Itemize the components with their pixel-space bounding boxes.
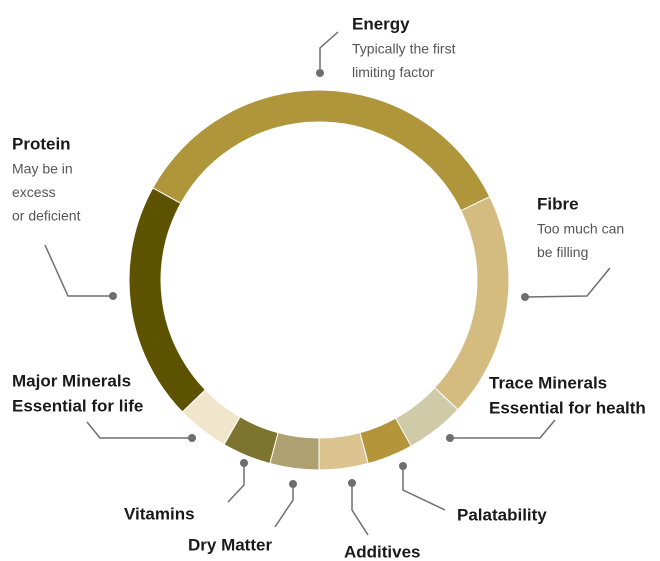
leader-dot [446,434,454,442]
label-note: Typically the first [352,41,456,57]
donut-segment [128,187,207,413]
label-name: Dry Matter [188,535,272,554]
label-name: Vitamins [124,504,195,523]
leader-dot [109,292,117,300]
leader-dot [348,479,356,487]
label-name: Major Minerals [12,371,131,390]
donut-segment [152,89,491,212]
label-name: Palatability [457,505,547,524]
leader-line [86,421,192,439]
label-name: Fibre [537,194,579,213]
label-note: Essential for health [489,398,646,417]
label-note: Too much can [537,221,624,237]
leader-line [351,483,369,536]
label-name: Trace Minerals [489,373,607,392]
donut-segment [269,432,320,471]
leader-line [450,419,556,439]
leader-dot [289,480,297,488]
donut-segment [318,432,369,471]
label-note: Essential for life [12,396,143,415]
leader-line [524,267,611,298]
leader-line [44,244,113,297]
leader-line [227,463,245,503]
leader-dot [399,462,407,470]
leader-line [402,466,446,511]
label-note: or deficient [12,208,81,224]
label-note: be filling [537,244,588,260]
leader-line [319,31,339,73]
leader-dot [240,459,248,467]
label-name: Protein [12,134,71,153]
label-name: Additives [344,542,421,561]
label-name: Energy [352,14,410,33]
label-note: excess [12,184,56,200]
label-note: limiting factor [352,64,435,80]
leader-dot [188,434,196,442]
leader-line [274,484,294,528]
label-note: May be in [12,161,73,177]
leader-dot [521,293,529,301]
leader-dot [316,69,324,77]
